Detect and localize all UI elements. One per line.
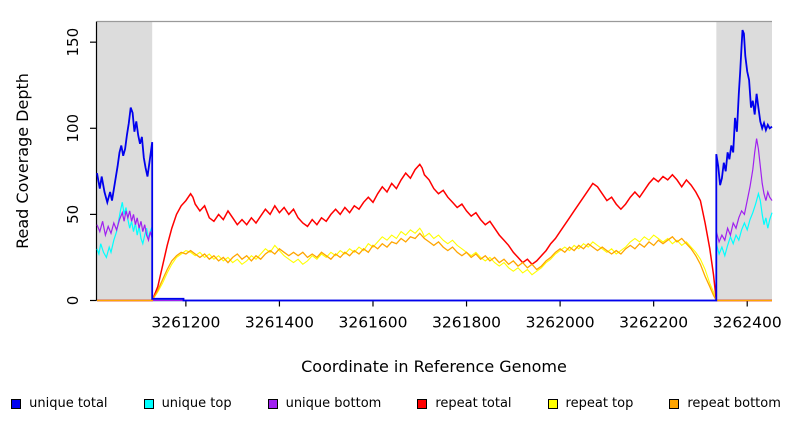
series-line-repeat-bottom [97, 232, 772, 302]
y-axis-title: Read Coverage Depth [13, 73, 32, 249]
x-axis-title: Coordinate in Reference Genome [301, 357, 567, 376]
legend-item-repeat-total: repeat total [417, 396, 512, 411]
legend-item-repeat-bottom: repeat bottom [669, 396, 781, 411]
legend-item-unique-bottom: unique bottom [267, 396, 382, 411]
legend-label-unique-top: unique top [161, 396, 232, 411]
legend-label-repeat-total: repeat total [435, 396, 512, 411]
y-tick-label: 100 [64, 114, 82, 143]
y-tick-label: 0 [64, 296, 82, 306]
legend-item-unique-total: unique total [11, 396, 108, 411]
y-tick-label: 50 [64, 205, 82, 224]
x-tick-label: 3261800 [432, 314, 501, 332]
series-line-repeat-top [97, 227, 772, 302]
repeat-total-swatch-icon [417, 398, 428, 409]
repeat-top-swatch-icon [547, 398, 558, 409]
series-line-repeat-total [97, 163, 772, 302]
legend-label-unique-total: unique total [29, 396, 108, 411]
unique-bottom-swatch-icon [267, 398, 278, 409]
series-line-unique-total [96, 29, 773, 302]
legend-label-repeat-bottom: repeat bottom [687, 396, 781, 411]
unique-top-swatch-icon [143, 398, 154, 409]
x-tick-label: 3262000 [526, 314, 595, 332]
x-tick-label: 3262400 [713, 314, 782, 332]
x-tick-label: 3261400 [245, 314, 314, 332]
series-line-unique-bottom [96, 138, 773, 302]
x-tick-label: 3262200 [619, 314, 688, 332]
repeat-bottom-swatch-icon [669, 398, 680, 409]
y-tick-label: 150 [64, 28, 82, 57]
x-tick-label: 3261600 [338, 314, 407, 332]
coverage-chart: 0 50 100 150 3261200 3261400 3261600 3261800 326… [13, 20, 782, 376]
legend: unique total unique top unique bottom re… [0, 396, 792, 411]
legend-label-unique-bottom: unique bottom [285, 396, 382, 411]
repeat-region-shading [716, 21, 772, 301]
legend-item-unique-top: unique top [143, 396, 232, 411]
legend-item-repeat-top: repeat top [547, 396, 634, 411]
legend-label-repeat-top: repeat top [565, 396, 634, 411]
x-tick-label: 3261200 [151, 314, 220, 332]
unique-total-swatch-icon [11, 398, 22, 409]
repeat-region-shading [97, 21, 153, 301]
